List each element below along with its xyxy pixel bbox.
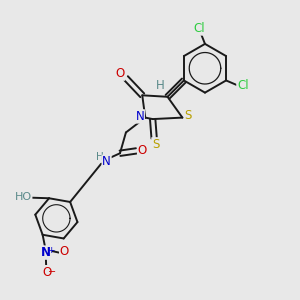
Text: O: O	[60, 245, 69, 259]
Text: O: O	[138, 144, 147, 157]
Text: O: O	[116, 67, 124, 80]
Text: N: N	[136, 110, 144, 123]
Text: −: −	[48, 267, 56, 277]
Text: +: +	[47, 246, 55, 255]
Text: H: H	[96, 152, 104, 162]
Text: N: N	[102, 155, 111, 168]
Text: S: S	[152, 138, 159, 151]
Text: N: N	[41, 246, 51, 259]
Text: HO: HO	[15, 192, 32, 202]
Text: Cl: Cl	[194, 22, 206, 35]
Text: H: H	[156, 79, 164, 92]
Text: Cl: Cl	[237, 79, 249, 92]
Text: O: O	[42, 266, 51, 279]
Text: S: S	[184, 109, 192, 122]
